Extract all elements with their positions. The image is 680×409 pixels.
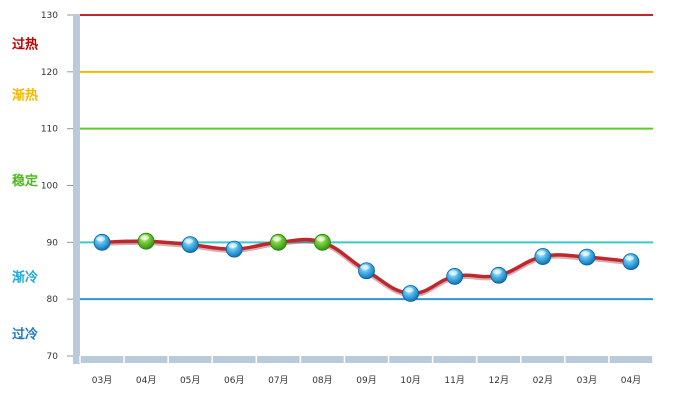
- x-tick-label: 11月: [444, 375, 464, 386]
- x-tick-label: 04月: [621, 375, 641, 386]
- data-point-highlight: [184, 238, 194, 244]
- x-tick-label: 08月: [312, 375, 332, 386]
- y-axis-bar: [73, 14, 80, 364]
- y-tick-label: 100: [41, 182, 58, 192]
- y-tick-label: 130: [41, 11, 58, 21]
- data-point-highlight: [96, 236, 106, 242]
- data-point-highlight: [228, 243, 238, 249]
- data-point-highlight: [272, 236, 282, 242]
- zone-label: 渐冷: [12, 269, 38, 285]
- data-point-highlight: [404, 287, 414, 293]
- x-axis-bar: [73, 356, 653, 363]
- x-tick-label: 12月: [489, 375, 509, 386]
- data-point-highlight: [360, 264, 370, 270]
- y-tick-label: 70: [47, 352, 59, 362]
- data-point-highlight: [536, 250, 546, 256]
- zone-label: 过冷: [12, 326, 38, 342]
- data-point-highlight: [316, 236, 326, 242]
- data-point-highlight: [448, 270, 458, 276]
- y-tick-label: 90: [47, 238, 59, 248]
- y-tick-label: 80: [47, 295, 59, 305]
- y-tick-label: 120: [41, 68, 58, 78]
- data-point-highlight: [580, 251, 590, 257]
- x-tick-label: 09月: [356, 375, 376, 386]
- x-tick-label: 03月: [577, 375, 597, 386]
- zone-label: 稳定: [12, 173, 38, 189]
- x-tick-label: 02月: [533, 375, 553, 386]
- data-point-highlight: [624, 255, 634, 261]
- x-tick-label: 06月: [224, 375, 244, 386]
- zone-label: 渐热: [12, 88, 38, 104]
- x-tick-label: 07月: [268, 375, 288, 386]
- x-tick-label: 10月: [400, 375, 420, 386]
- y-tick-label: 110: [41, 125, 58, 135]
- data-point-highlight: [140, 235, 150, 241]
- x-tick-label: 04月: [136, 375, 156, 386]
- x-tick-label: 05月: [180, 375, 200, 386]
- x-tick-label: 03月: [92, 375, 112, 386]
- data-point-highlight: [492, 269, 502, 275]
- zone-label: 过热: [12, 36, 38, 52]
